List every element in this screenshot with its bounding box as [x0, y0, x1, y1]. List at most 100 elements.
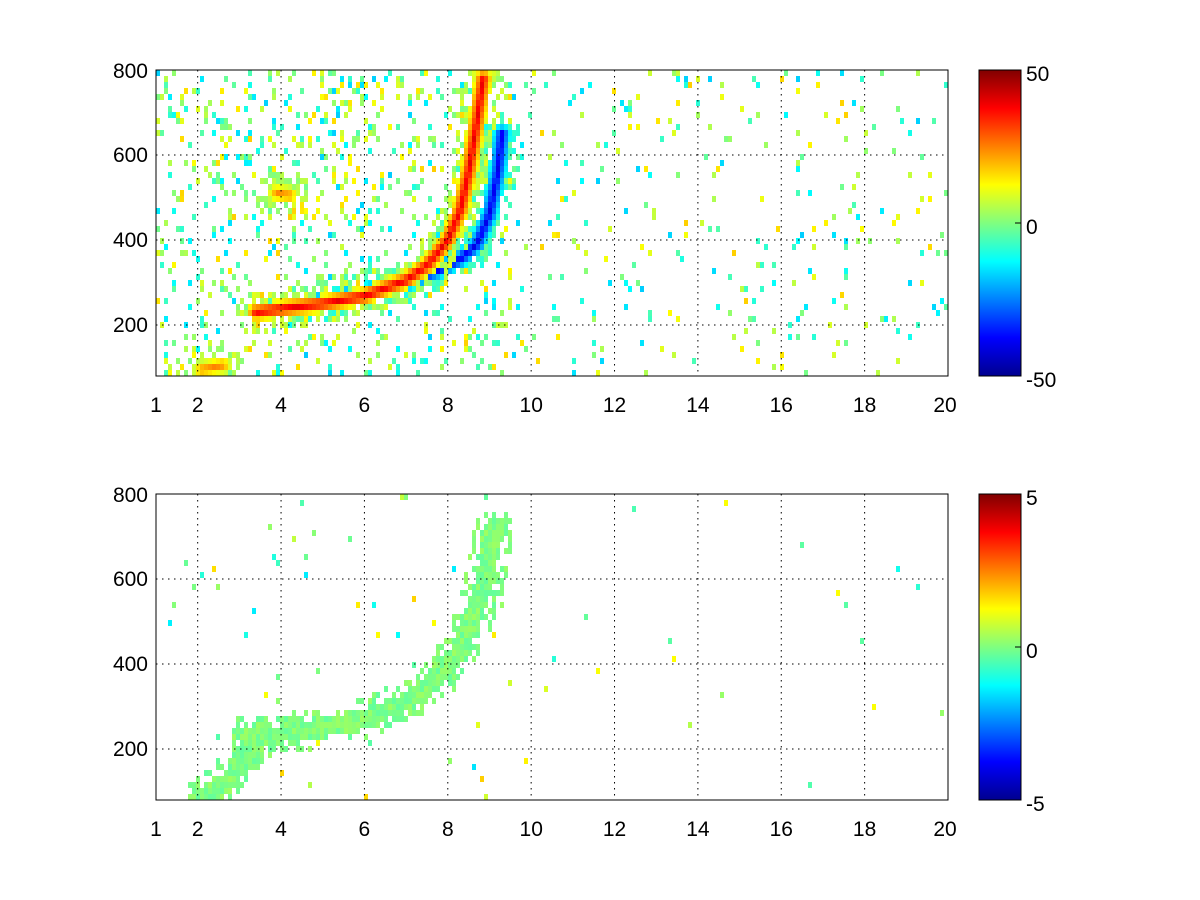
bottom-x-tick-label: 14	[686, 818, 710, 841]
heatmap-cell	[452, 668, 456, 674]
heatmap-cell	[332, 316, 336, 322]
heatmap-cell	[228, 352, 232, 358]
heatmap-cell	[472, 764, 476, 770]
heatmap-cell	[476, 304, 480, 310]
heatmap-cell	[444, 650, 448, 656]
heatmap-cell	[680, 256, 684, 262]
heatmap-cell	[416, 698, 420, 704]
heatmap-cell	[296, 124, 300, 130]
heatmap-cell	[428, 268, 432, 274]
heatmap-cell	[316, 280, 320, 286]
heatmap-cell	[836, 118, 840, 124]
heatmap-cell	[416, 262, 420, 268]
heatmap-cell	[572, 94, 576, 100]
heatmap-cell	[456, 614, 460, 620]
heatmap-cell	[516, 154, 520, 160]
heatmap-cell	[412, 184, 416, 190]
heatmap-cell	[292, 202, 296, 208]
heatmap-cell	[488, 608, 492, 614]
heatmap-cell	[284, 328, 288, 334]
heatmap-cell	[268, 316, 272, 322]
heatmap-cell	[272, 94, 276, 100]
heatmap-cell	[304, 340, 308, 346]
heatmap-cell	[484, 94, 488, 100]
heatmap-cell	[472, 130, 476, 136]
heatmap-cell	[492, 530, 496, 536]
heatmap-cell	[180, 100, 184, 106]
heatmap-cell	[464, 626, 468, 632]
heatmap-cell	[252, 94, 256, 100]
heatmap-cell	[452, 178, 456, 184]
heatmap-cell	[480, 124, 484, 130]
heatmap-cell	[908, 334, 912, 340]
heatmap-cell	[340, 304, 344, 310]
heatmap-cell	[468, 142, 472, 148]
heatmap-cell	[464, 578, 468, 584]
heatmap-cell	[284, 148, 288, 154]
heatmap-cell	[920, 250, 924, 256]
heatmap-cell	[188, 280, 192, 286]
heatmap-cell	[376, 280, 380, 286]
heatmap-cell	[552, 304, 556, 310]
heatmap-cell	[440, 268, 444, 274]
heatmap-cell	[444, 268, 448, 274]
heatmap-cell	[424, 310, 428, 316]
heatmap-cell	[864, 148, 868, 154]
heatmap-cell	[676, 100, 680, 106]
heatmap-cell	[276, 674, 280, 680]
heatmap-cell	[296, 190, 300, 196]
heatmap-cell	[188, 184, 192, 190]
heatmap-cell	[296, 722, 300, 728]
heatmap-cell	[500, 76, 504, 82]
heatmap-cell	[648, 310, 652, 316]
top-x-tick-labels: 1 2 4 6 8 10 12 14 16 18 20	[150, 394, 957, 417]
heatmap-cell	[228, 214, 232, 220]
heatmap-cell	[460, 142, 464, 148]
heatmap-cell	[256, 316, 260, 322]
heatmap-cell	[240, 184, 244, 190]
heatmap-cell	[424, 292, 428, 298]
heatmap-cell	[484, 160, 488, 166]
heatmap-cell	[324, 340, 328, 346]
heatmap-cell	[508, 202, 512, 208]
heatmap-cell	[168, 106, 172, 112]
heatmap-cell	[324, 304, 328, 310]
heatmap-cell	[328, 716, 332, 722]
heatmap-cell	[388, 226, 392, 232]
heatmap-cell	[592, 340, 596, 346]
heatmap-cell	[292, 238, 296, 244]
heatmap-cell	[436, 208, 440, 214]
heatmap-cell	[220, 226, 224, 232]
heatmap-cell	[188, 304, 192, 310]
heatmap-cell	[236, 304, 240, 310]
heatmap-cell	[232, 190, 236, 196]
heatmap-cell	[204, 364, 208, 370]
heatmap-cell	[488, 160, 492, 166]
heatmap-cell	[320, 118, 324, 124]
heatmap-cell	[288, 190, 292, 196]
heatmap-cell	[324, 94, 328, 100]
top-colorbar: 50 0 -50	[978, 63, 1056, 392]
heatmap-cell	[464, 184, 468, 190]
heatmap-cell	[460, 160, 464, 166]
heatmap-cell	[268, 304, 272, 310]
heatmap-cell	[332, 286, 336, 292]
heatmap-cell	[376, 722, 380, 728]
heatmap-cell	[472, 596, 476, 602]
heatmap-cell	[376, 632, 380, 638]
heatmap-cell	[252, 172, 256, 178]
top-x-tick-label: 18	[853, 394, 876, 417]
heatmap-cell	[452, 232, 456, 238]
heatmap-cell	[468, 316, 472, 322]
heatmap-cell	[160, 250, 164, 256]
heatmap-cell	[372, 704, 376, 710]
heatmap-cell	[484, 82, 488, 88]
heatmap-cell	[416, 280, 420, 286]
heatmap-cell	[464, 82, 468, 88]
heatmap-cell	[488, 202, 492, 208]
heatmap-cell	[492, 226, 496, 232]
heatmap-cell	[508, 274, 512, 280]
heatmap-cell	[508, 184, 512, 190]
heatmap-cell	[220, 340, 224, 346]
heatmap-cell	[284, 202, 288, 208]
